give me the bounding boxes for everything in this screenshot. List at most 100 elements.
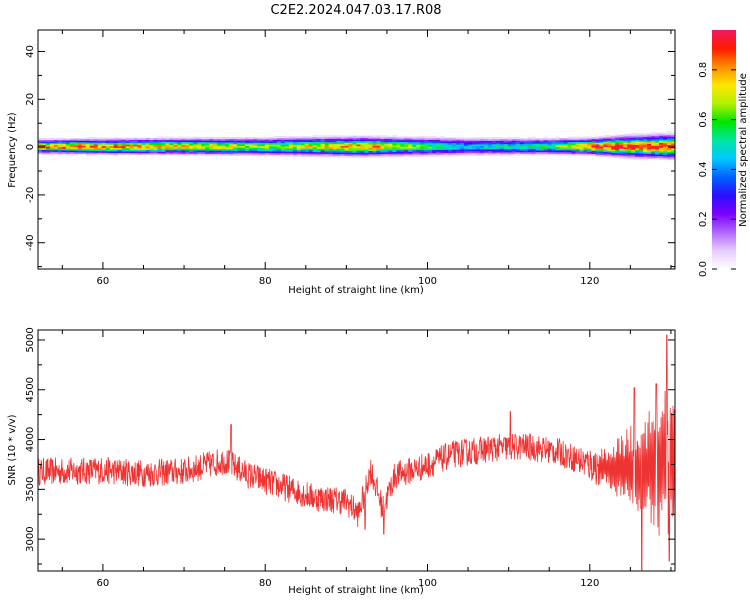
heatmap-cell [611,144,616,147]
heatmap-cell [328,150,334,153]
heatmap-cell [320,138,326,141]
heatmap-cell [436,137,441,140]
heatmap-cell [603,154,608,158]
heatmap-cell [177,136,182,139]
heatmap-cell [467,149,473,152]
heatmap-cell [109,149,115,152]
heatmap-cell [292,141,298,144]
heatmap-cell [619,141,624,144]
heatmap-cell [471,140,477,143]
heatmap-cell [376,145,381,148]
heatmap-cell [221,152,226,155]
heatmap-cell [583,138,588,141]
heatmap-cell [599,137,604,140]
heatmap-cell [276,154,282,157]
heatmap-cell [579,144,584,148]
heatmap-cell [523,140,529,143]
heatmap-cell [539,145,545,148]
heatmap-cell [38,149,43,152]
heatmap-cell [611,149,616,152]
heatmap-cell [559,148,564,151]
heatmap-cell [428,137,433,140]
heatmap-cell [133,152,138,155]
heatmap-cell [336,147,341,150]
heatmap-cell [205,143,210,146]
heatmap-cell [348,140,353,143]
heatmap-cell [177,139,182,142]
heatmap-cell [635,136,640,139]
heatmap-cell [81,140,87,143]
heatmap-cell [523,138,529,141]
heatmap-cell [217,141,222,145]
heatmap-cell [511,150,517,153]
heatmap-cell [599,149,604,152]
heatmap-cell [599,154,604,157]
heatmap-cell [479,137,485,140]
heatmap-cell [221,138,226,141]
heatmap-cell [292,136,298,139]
heatmap-cell [396,148,401,151]
heatmap-cell [77,145,83,148]
heatmap-cell [639,148,644,151]
heatmap-cell [284,154,290,157]
heatmap-cell [85,143,91,146]
heatmap-cell [392,153,397,156]
heatmap-cell [209,148,214,151]
heatmap-cell [623,138,628,141]
heatmap-cell [237,147,242,150]
heatmap-cell [185,144,190,148]
heatmap-cell [619,134,624,137]
heatmap-cell [368,135,373,138]
heatmap-cell [113,152,119,155]
heatmap-cell [627,147,632,150]
heatmap-cell [448,137,453,140]
heatmap-cell [272,154,278,157]
heatmap-cell [53,148,59,151]
heatmap-cell [428,146,433,149]
heatmap-cell [300,146,306,149]
heatmap-cell [643,150,648,153]
heatmap-cell [125,151,130,154]
heatmap-cell [245,145,250,148]
heatmap-cell [531,141,537,144]
heatmap-cell [507,153,513,156]
heatmap-cell [392,155,397,158]
heatmap-cell [85,140,91,143]
heatmap-cell [388,151,393,154]
heatmap-cell [332,142,337,145]
heatmap-cell [607,145,612,148]
heatmap-cell [663,156,668,159]
heatmap-cell [671,153,675,156]
heatmap-cell [667,156,672,159]
heatmap-cell [356,147,361,150]
heatmap-cell [671,156,675,159]
heatmap-cell [276,149,282,152]
heatmap-cell [376,153,381,156]
heatmap-cell [603,153,608,156]
heatmap-cell [436,152,441,155]
heatmap-cell [225,147,230,150]
heatmap-cell [272,137,278,140]
heatmap-cell [519,143,525,146]
heatmap-cell [161,144,166,147]
heatmap-cell [575,143,580,146]
heatmap-cell [611,145,616,148]
heatmap-cell [591,147,596,150]
heatmap-cell [161,149,166,152]
heatmap-cell [531,153,537,156]
heatmap-cell [607,135,612,138]
heatmap-cell [384,138,389,141]
heatmap-cell [635,142,640,145]
heatmap-cell [320,155,326,158]
heatmap-cell [471,144,477,147]
heatmap-cell [189,143,194,146]
spectrogram-xlabel: Height of straight line (km) [288,285,424,296]
heatmap-cell [671,154,675,157]
heatmap-cell [360,140,365,143]
heatmap-cell [252,154,258,157]
heatmap-cell [77,138,83,141]
heatmap-cell [424,147,429,151]
heatmap-cell [169,139,174,142]
spectrogram-heatmap [38,131,675,161]
